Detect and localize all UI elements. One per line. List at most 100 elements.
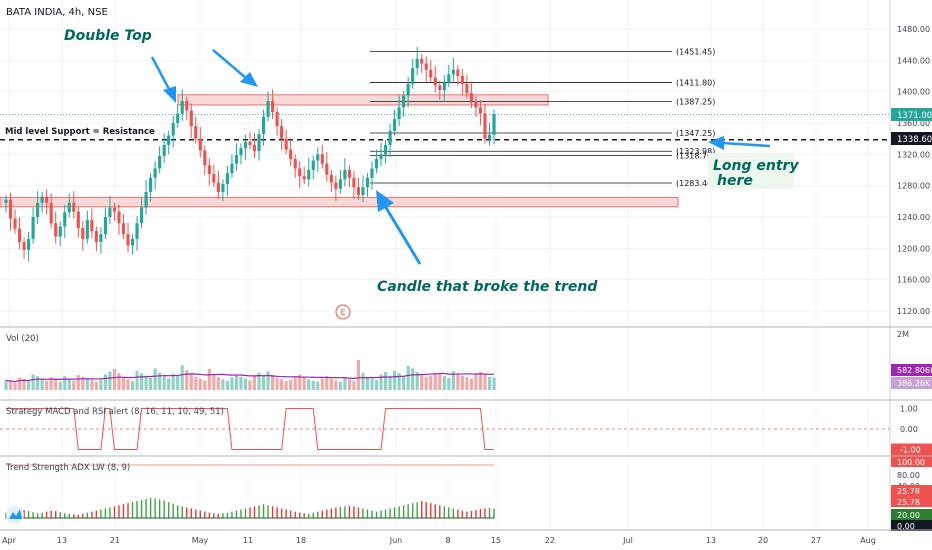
candle-body: [460, 76, 464, 84]
tradingview-logo-icon[interactable]: [6, 506, 24, 524]
candle-body: [343, 170, 347, 180]
volume-bar: [149, 377, 153, 390]
candle-body: [311, 160, 315, 170]
candle-body: [112, 207, 117, 212]
candle-body: [275, 112, 279, 127]
candle-body: [257, 133, 261, 152]
candle-body: [180, 101, 184, 114]
volume-bar: [72, 380, 76, 390]
volume-bar: [248, 380, 252, 390]
candle-body: [239, 148, 243, 156]
volume-panel[interactable]: 2M 582.806K 386.26K: [4, 330, 932, 390]
volume-bar: [356, 360, 361, 390]
candle-body: [108, 207, 112, 217]
volume-bar: [171, 373, 175, 390]
volume-bar: [478, 372, 483, 390]
volume-bar: [108, 371, 112, 390]
time-axis-ticks: Apr 13 21 May 11 18 Jun 8 15 22 Jul 13 20 27 Aug: [2, 536, 876, 545]
candle-body: [221, 184, 225, 192]
candle-body: [289, 149, 293, 160]
volume-bar: [212, 374, 216, 390]
volume-bar: [27, 381, 31, 390]
candle-body: [280, 126, 284, 139]
volume-bar: [257, 372, 261, 390]
volume-bar: [158, 372, 162, 390]
chart-background: [0, 0, 890, 530]
candle-body: [117, 211, 121, 224]
double-top-arrow-1: [150, 56, 176, 103]
candle-body: [302, 176, 306, 180]
adx-tick: 100.00: [897, 458, 925, 467]
earnings-marker-label: E: [340, 308, 345, 317]
candle-body: [121, 223, 126, 235]
volume-bar: [338, 381, 342, 390]
candle-body: [22, 242, 26, 250]
candle-body: [397, 107, 401, 120]
time-tick: 13: [706, 536, 716, 545]
volume-bar: [343, 377, 347, 390]
candle-body: [45, 196, 49, 203]
candle-body: [420, 58, 424, 64]
candle-body: [334, 182, 338, 189]
earnings-marker-icon[interactable]: [335, 304, 351, 320]
time-tick: Jul: [622, 536, 633, 545]
candle-body: [144, 191, 148, 208]
volume-bar: [17, 377, 22, 390]
candle-body: [36, 202, 40, 217]
volume-bar: [117, 373, 121, 390]
volume-bar: [438, 374, 442, 390]
candle-body: [54, 223, 58, 237]
volume-bar: [63, 376, 67, 390]
double-top-arrow-2: [212, 49, 258, 87]
candle-body: [325, 163, 329, 175]
candle-body: [483, 113, 487, 139]
candle-body: [135, 223, 139, 239]
price-tick: 1320.00: [897, 150, 930, 159]
volume-bar: [36, 376, 40, 390]
volume-bar: [207, 369, 211, 390]
candle-body: [293, 159, 297, 169]
candle-body: [465, 83, 469, 94]
volume-bar: [266, 371, 270, 390]
volume-bar: [388, 375, 392, 390]
volume-bar: [185, 370, 189, 390]
candle-body: [212, 173, 216, 183]
candle-body: [8, 199, 13, 219]
candle-body: [474, 101, 478, 108]
candle-body: [284, 138, 288, 150]
volume-bar: [483, 374, 487, 390]
volume-bar: [293, 377, 297, 390]
volume-bar: [4, 380, 8, 390]
candle-body: [72, 202, 76, 212]
candle-body: [67, 202, 71, 213]
candles: [4, 47, 496, 262]
volume-bar: [469, 378, 473, 390]
strategy-line: [6, 408, 494, 450]
candle-body: [429, 69, 433, 78]
volume-bar: [144, 375, 148, 390]
candle-body: [27, 238, 31, 250]
price-tick: 1160.00: [897, 276, 930, 285]
candle-body: [402, 95, 406, 108]
candle-body: [347, 170, 351, 178]
candle-body: [383, 144, 388, 155]
fib-level-label: (1283.40): [676, 179, 715, 188]
candle-body: [320, 154, 324, 164]
adx-tick: 80.00: [897, 471, 920, 480]
volume-bar: [230, 377, 234, 390]
strategy-panel[interactable]: 1.00 0.00 -1.00: [0, 405, 932, 456]
fib-level-label: (1323.98): [676, 147, 715, 156]
resistance-zone: [177, 94, 549, 106]
volume-bar: [261, 375, 266, 390]
volume-bar: [347, 379, 351, 390]
volume-bar: [99, 379, 103, 390]
price-tick: 1440.00: [897, 56, 930, 65]
volume-bar: [22, 379, 26, 390]
candle-body: [13, 218, 17, 229]
volume-bar: [302, 376, 306, 390]
candle-body: [374, 159, 379, 169]
volume-bar: [420, 374, 424, 390]
price-tick: 1400.00: [897, 88, 930, 97]
